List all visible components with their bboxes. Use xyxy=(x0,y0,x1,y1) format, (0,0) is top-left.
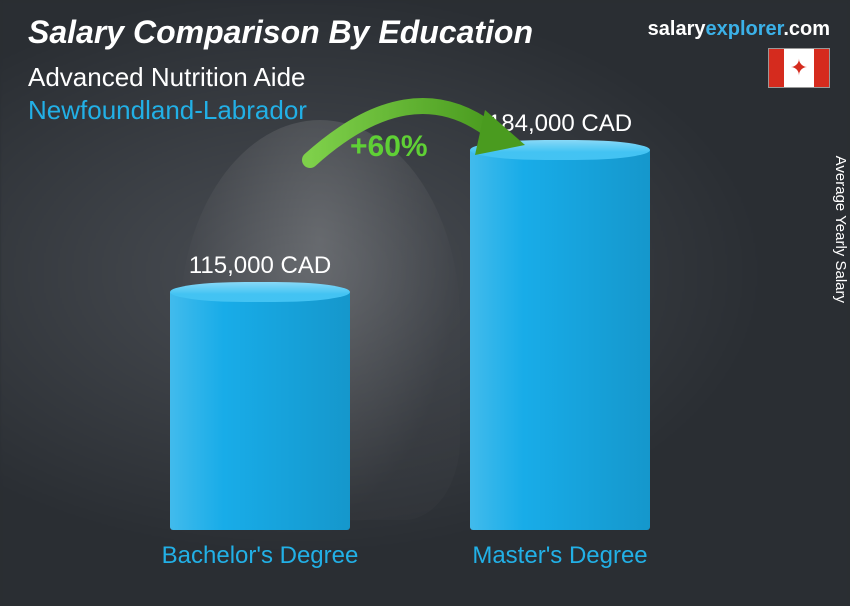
page-title: Salary Comparison By Education xyxy=(28,14,533,51)
bar-value-label: 184,000 CAD xyxy=(488,110,632,138)
bar-bachelors: 115,000 CAD xyxy=(170,252,350,530)
brand-text-suffix: .com xyxy=(783,18,830,40)
brand-logo: salaryexplorer.com xyxy=(648,18,830,41)
brand-text-accent: explorer xyxy=(705,18,783,40)
bar-category-label: Master's Degree xyxy=(472,542,647,570)
region-label: Newfoundland-Labrador xyxy=(28,95,307,126)
brand-text-1: salary xyxy=(648,18,706,40)
bar-chart: 115,000 CAD Bachelor's Degree 184,000 CA… xyxy=(130,150,710,570)
percent-increase-label: +60% xyxy=(350,130,428,164)
bar-masters: 184,000 CAD xyxy=(470,110,650,530)
y-axis-label: Average Yearly Salary xyxy=(832,156,849,303)
maple-leaf-icon: ✦ xyxy=(790,57,808,79)
job-title: Advanced Nutrition Aide xyxy=(28,62,306,93)
bar-category-label: Bachelor's Degree xyxy=(162,542,359,570)
canada-flag-icon: ✦ xyxy=(768,48,830,88)
bar-value-label: 115,000 CAD xyxy=(189,252,331,280)
infographic-container: Salary Comparison By Education Advanced … xyxy=(0,0,850,606)
